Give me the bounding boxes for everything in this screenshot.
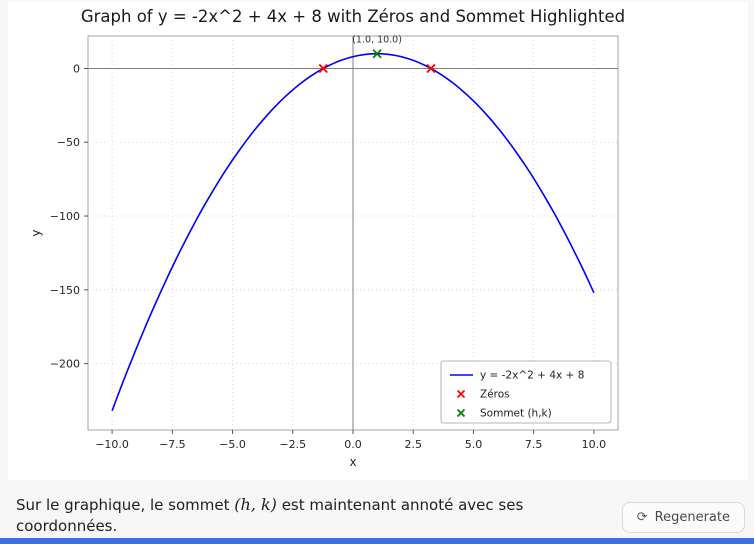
chart-title: Graph of y = -2x^2 + 4x + 8 with Zéros a… [81, 7, 625, 26]
y-tick-label: −100 [50, 210, 80, 223]
y-tick-label: −200 [50, 358, 80, 371]
caption-text-after: est maintenant annoté avec ses coordonné… [16, 496, 524, 535]
x-tick-label: −5.0 [219, 438, 246, 451]
x-marker [372, 49, 382, 59]
x-tick-label: 0.0 [344, 438, 362, 451]
x-tick-label: 7.5 [525, 438, 543, 451]
x-marker [456, 389, 466, 399]
x-tick-label: −10.0 [95, 438, 129, 451]
caption-math: (h, k) [234, 495, 277, 514]
legend-label: Zéros [480, 389, 510, 401]
x-tick-label: −7.5 [159, 438, 186, 451]
tick-labels [84, 67, 595, 434]
x-tick-label: −2.5 [279, 438, 306, 451]
legend-label: Sommet (h,k) [480, 408, 552, 420]
chart-canvas: −10.0 −7.5 −5.0 −2.5 0.0 2.5 5.0 7.5 10.0 0 −50 −10… [29, 7, 625, 469]
x-marker [426, 63, 436, 74]
x-tick-label: 10.0 [582, 438, 607, 451]
x-marker [456, 408, 466, 418]
parabola-curve [111, 52, 595, 412]
vertex-annotation: (1.0, 10.0) [352, 35, 402, 46]
legend-label: y = -2x^2 + 4x + 8 [480, 370, 584, 382]
y-tick-label: −150 [50, 284, 80, 297]
y-axis-label: y [29, 229, 43, 236]
x-tick-label: 5.0 [465, 438, 483, 451]
y-tick-label: −50 [57, 136, 80, 149]
chart-caption: Sur le graphique, le sommet (h, k) est m… [16, 494, 616, 536]
refresh-icon: ⟳ [636, 510, 648, 525]
bottom-blue-bar [0, 538, 754, 544]
y-tick-label: 0 [73, 62, 80, 75]
x-axis-label: x [349, 455, 356, 469]
x-tick-label: 2.5 [404, 438, 422, 451]
legend-box [440, 360, 612, 424]
regenerate-button[interactable]: ⟳ Regenerate [621, 502, 745, 533]
x-marker [318, 63, 328, 74]
caption-text-before: Sur le graphique, le sommet [16, 496, 235, 514]
regenerate-label: Regenerate [654, 510, 730, 525]
chart-figure: −10.0 −7.5 −5.0 −2.5 0.0 2.5 5.0 7.5 10.0 0 −50 −10… [8, 2, 748, 480]
legend [440, 360, 612, 424]
